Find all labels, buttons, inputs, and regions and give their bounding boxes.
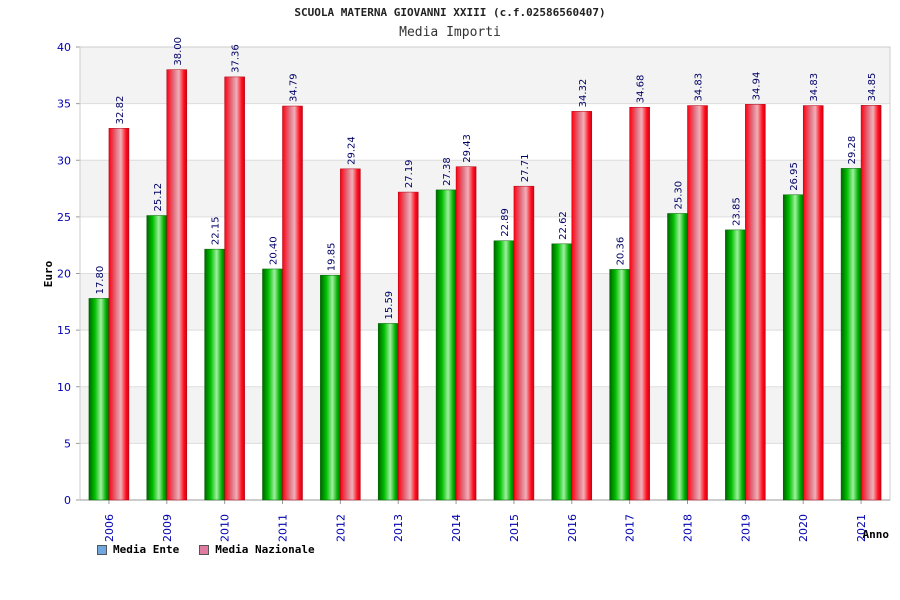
x-tick-label: 2011 [277,514,290,542]
chart-title: SCUOLA MATERNA GIOVANNI XXIII (c.f.02586… [294,6,606,19]
value-label-media-nazionale: 34.83 [809,73,820,102]
x-axis-label: Anno [863,528,890,541]
y-axis-label: Euro [42,260,55,287]
legend-swatch-ente [97,544,107,555]
value-label-media-nazionale: 32.82 [115,96,126,125]
legend-item-ente: Media Ente [97,543,179,556]
bar-media-ente [262,268,283,501]
grid-band [80,47,890,104]
bar-media-nazionale [397,191,419,501]
x-tick-label: 2015 [508,514,521,542]
legend: Media Ente Media Nazionale [97,543,315,556]
bar-media-nazionale [282,105,303,501]
x-tick-label: 2006 [103,514,116,542]
value-label-media-ente: 17.80 [95,266,106,295]
y-tick-label: 30 [57,154,71,167]
bar-media-ente [667,213,688,501]
x-tick-label: 2013 [392,514,405,542]
bar-media-ente [320,274,341,501]
grid-band [80,386,890,444]
x-tick-label: 2012 [334,514,347,542]
grid-band [80,160,890,217]
value-label-media-nazionale: 34.79 [289,73,300,102]
value-label-media-ente: 27.38 [442,157,453,186]
value-label-media-ente: 23.85 [731,197,742,226]
value-label-media-nazionale: 34.85 [867,73,878,102]
bar-media-ente [725,229,746,501]
bar-media-nazionale [166,69,188,501]
bar-media-ente [204,248,225,501]
value-label-media-nazionale: 37.36 [231,44,242,73]
bar-media-nazionale [860,105,882,501]
value-label-media-ente: 25.30 [674,181,685,210]
value-label-media-ente: 20.40 [269,236,280,265]
y-tick-label: 10 [57,381,71,394]
grid-band [80,273,890,331]
value-label-media-ente: 15.59 [384,291,395,320]
value-label-media-ente: 26.95 [789,162,800,191]
x-tick-label: 2019 [739,514,752,542]
value-label-media-nazionale: 29.24 [346,136,357,165]
x-tick-label: 2020 [797,514,810,542]
value-label-media-ente: 20.36 [616,237,627,266]
y-tick-label: 25 [57,211,71,224]
value-label-media-nazionale: 38.00 [173,37,184,66]
y-tick-label: 15 [57,324,71,337]
x-tick-label: 2010 [219,514,232,542]
value-label-media-nazionale: 27.19 [404,159,415,188]
legend-label-nazionale: Media Nazionale [215,543,315,556]
bar-media-ente [551,243,573,501]
bar-media-nazionale [629,106,650,501]
y-tick-label: 35 [57,98,71,111]
bar-media-ente [782,194,804,501]
value-label-media-ente: 22.15 [211,217,222,246]
value-label-media-ente: 22.62 [558,211,569,240]
grid-band [80,216,890,274]
legend-swatch-nazionale [199,544,210,555]
bar-media-nazionale [687,105,708,501]
x-tick-label: 2017 [624,514,637,542]
chart-subtitle: Media Importi [399,25,501,40]
value-label-media-ente: 19.85 [326,243,337,272]
legend-label-ente: Media Ente [113,543,180,556]
value-label-media-nazionale: 34.83 [694,73,705,102]
bar-media-nazionale [513,185,535,501]
x-tick-label: 2021 [855,514,868,542]
y-tick-label: 5 [64,437,71,450]
bar-media-nazionale [745,104,766,501]
x-tick-label: 2016 [566,514,579,542]
grid-band [80,103,890,161]
bar-media-nazionale [802,105,824,501]
bar-media-nazionale [455,166,477,501]
bar-media-ente [377,323,399,501]
y-tick-label: 0 [64,494,71,507]
bar-media-nazionale [224,76,245,501]
value-label-media-ente: 22.89 [500,208,511,237]
x-tick-label: 2014 [450,514,463,542]
legend-item-nazionale: Media Nazionale [199,543,315,556]
grid-band [80,443,890,500]
value-label-media-nazionale: 29.43 [462,134,473,163]
bar-media-nazionale [108,128,130,501]
value-label-media-nazionale: 34.32 [578,79,589,108]
bar-media-ente [88,298,110,501]
y-tick-label: 40 [57,41,71,54]
bar-media-ente [609,269,630,501]
bar-media-nazionale [571,111,593,501]
bar-media-ente [840,168,862,501]
x-tick-label: 2009 [161,514,174,542]
x-tick-label: 2018 [682,514,695,542]
bar-media-ente [146,215,168,501]
value-label-media-ente: 25.12 [153,183,164,212]
y-tick-label: 20 [57,268,71,281]
bar-media-ente [493,240,515,501]
value-label-media-ente: 29.28 [847,136,858,165]
bar-media-ente [435,189,457,501]
grid-band [80,330,890,387]
value-label-media-nazionale: 34.68 [636,75,647,104]
value-label-media-nazionale: 27.71 [520,154,531,183]
bar-media-nazionale [340,168,361,501]
value-label-media-nazionale: 34.94 [751,72,762,101]
